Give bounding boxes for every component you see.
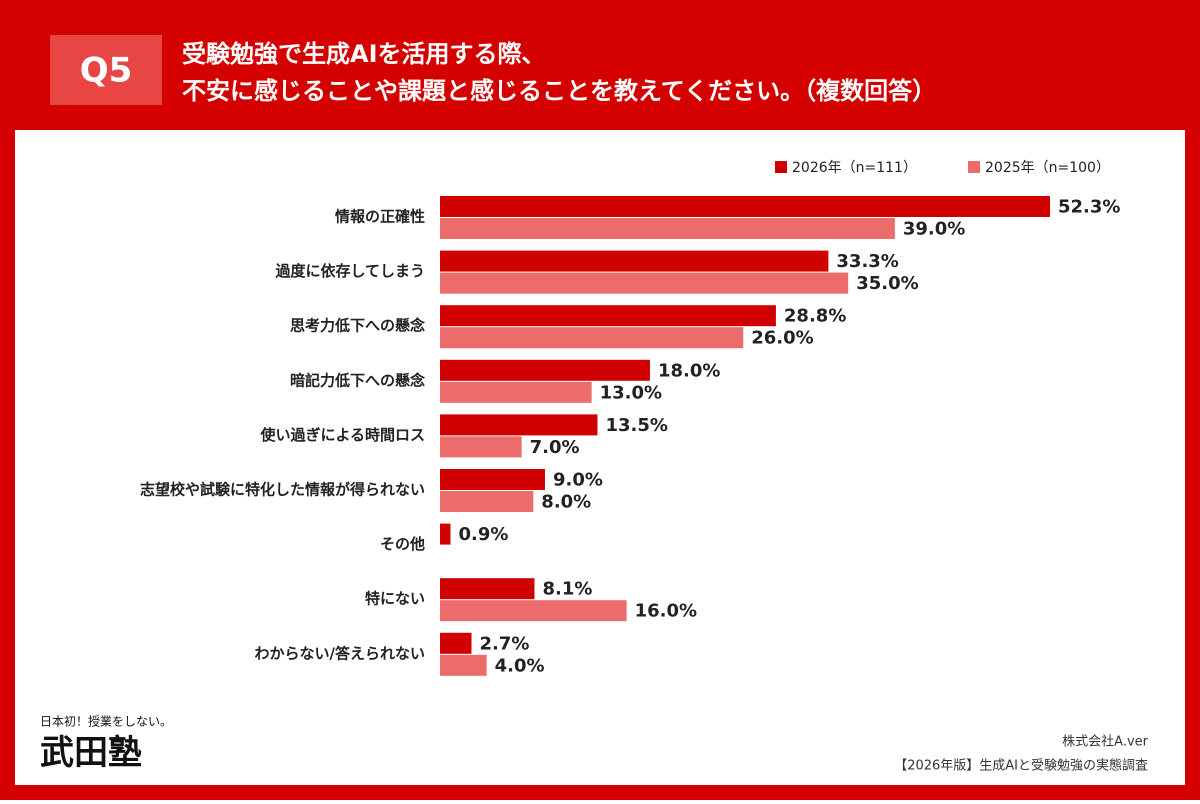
value-label: 9.0%	[553, 470, 603, 491]
bar	[440, 469, 545, 490]
value-label: 39.0%	[903, 219, 965, 240]
legend-swatch	[968, 161, 980, 173]
category-label: わからない/答えられない	[255, 644, 425, 662]
bar	[440, 600, 627, 622]
bar	[440, 359, 650, 381]
value-label: 35.0%	[856, 273, 918, 294]
title: 不安に感じることや課題と感じることを教えてください。（複数回答）	[182, 77, 936, 105]
bar	[440, 218, 895, 239]
legend-label: 2025年（n=100）	[985, 160, 1110, 176]
logo-name: 武田塾	[40, 733, 142, 773]
value-label: 13.5%	[605, 415, 667, 436]
category-label: 特にない	[365, 590, 425, 608]
value-label: 16.0%	[635, 601, 697, 622]
category-label: 使い過ぎによる時間ロス	[259, 426, 425, 444]
value-label: 7.0%	[530, 437, 580, 458]
logo-tagline: 日本初！授業をしない。	[40, 714, 172, 729]
value-label: 8.1%	[542, 579, 592, 600]
bar	[440, 414, 598, 436]
bar	[440, 196, 1050, 217]
value-label: 8.0%	[541, 492, 591, 513]
category-label: 過度に依存してしまう	[274, 262, 425, 280]
survey: 【2026年版】生成AIと受験勉強の実態調査	[894, 758, 1148, 774]
value-label: 0.9%	[458, 524, 508, 545]
legend-swatch	[775, 161, 787, 173]
value-label: 18.0%	[658, 360, 720, 381]
badge-box	[50, 35, 162, 105]
value-label: 52.3%	[1058, 197, 1120, 218]
bar	[440, 250, 829, 272]
bar	[440, 381, 592, 403]
bar	[440, 654, 487, 676]
bar	[440, 491, 534, 512]
value-label: 13.0%	[600, 382, 662, 403]
value-label: 26.0%	[751, 328, 813, 349]
value-label: 28.8%	[784, 306, 846, 327]
badge: Q5	[80, 51, 133, 91]
category-label: その他	[380, 535, 425, 553]
bar	[440, 632, 472, 654]
legend-label: 2026年（n=111）	[792, 160, 917, 176]
value-label: 33.3%	[836, 251, 898, 272]
value-label: 4.0%	[495, 655, 545, 676]
bar	[440, 327, 744, 349]
category-label: 思考力低下への懸念	[290, 317, 425, 335]
bar	[440, 436, 522, 458]
category-label: 情報の正確性	[335, 208, 425, 226]
category-label: 暗記力低下への懸念	[290, 371, 425, 389]
bar	[440, 272, 849, 294]
value-label: 2.7%	[479, 633, 529, 654]
bar	[440, 523, 451, 545]
bar	[440, 578, 535, 600]
bar	[440, 305, 776, 327]
title: 受験勉強で生成AIを活用する際、	[182, 40, 546, 68]
panel	[15, 130, 1185, 785]
company: 株式会社A.ver	[1062, 734, 1148, 750]
category-label: 志望校や試験に特化した情報が得られない	[140, 481, 425, 499]
